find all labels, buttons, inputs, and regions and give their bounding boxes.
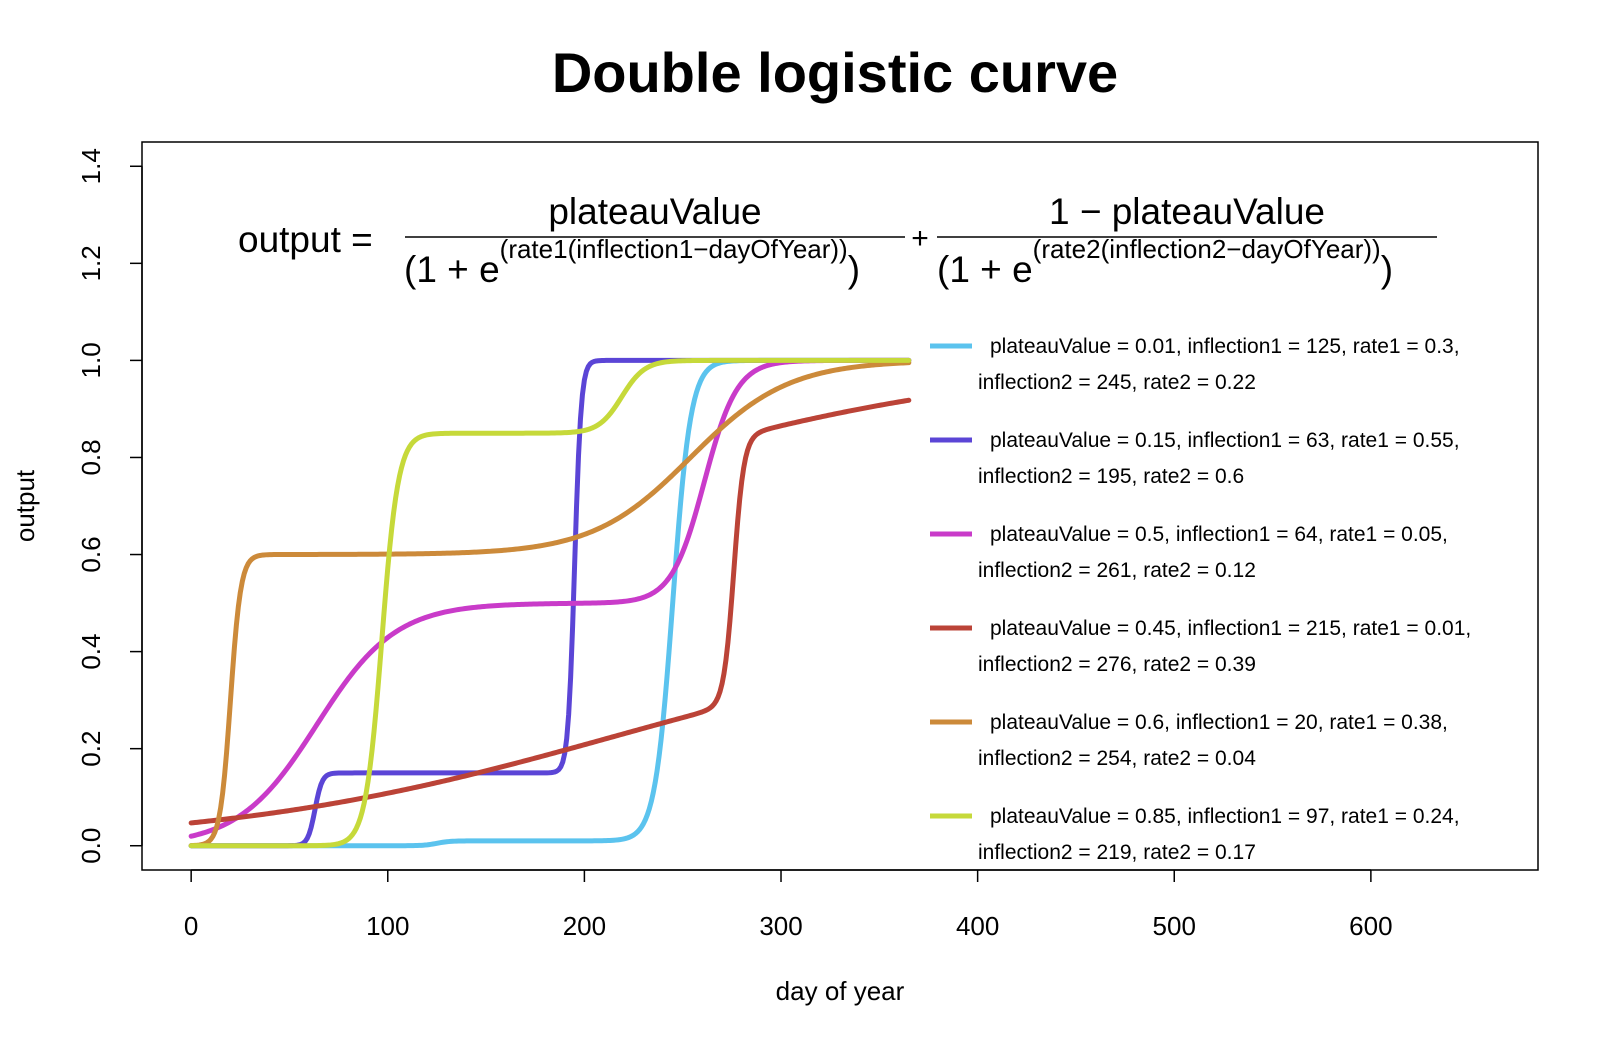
legend-item: plateauValue = 0.6, inflection1 = 20, ra… [930, 711, 1448, 770]
legend-item: plateauValue = 0.85, inflection1 = 97, r… [930, 805, 1460, 864]
y-tick-label: 0.0 [76, 828, 106, 864]
formula-numerator-2: 1 − plateauValue [1049, 191, 1325, 232]
formula-den2-exponent: (rate2(inflection2−dayOfYear)) [1033, 234, 1381, 264]
y-axis: 0.0 0.2 0.4 0.6 0.8 1.0 1.2 1.4 [76, 148, 143, 864]
legend-label-line2: inflection2 = 276, rate2 = 0.39 [978, 653, 1256, 676]
legend-label-line1: plateauValue = 0.01, inflection1 = 125, … [990, 335, 1460, 358]
x-tick-label: 200 [563, 911, 606, 941]
x-tick-label: 300 [759, 911, 802, 941]
legend: plateauValue = 0.01, inflection1 = 125, … [930, 335, 1471, 864]
series-line-6 [188, 357, 912, 849]
legend-label-line2: inflection2 = 219, rate2 = 0.17 [978, 841, 1256, 864]
formula-numerator-1: plateauValue [548, 191, 761, 232]
formula-lhs: output = [238, 219, 373, 260]
x-tick-label: 600 [1349, 911, 1392, 941]
legend-item: plateauValue = 0.5, inflection1 = 64, ra… [930, 523, 1448, 582]
formula-denominator-1: (1 + e(rate1(inflection1−dayOfYear))) [404, 234, 860, 290]
series-line-5 [188, 360, 912, 849]
y-tick-label: 0.2 [76, 731, 106, 767]
y-tick-label: 1.0 [76, 342, 106, 378]
legend-label-line2: inflection2 = 245, rate2 = 0.22 [978, 371, 1256, 394]
x-tick-label: 500 [1153, 911, 1196, 941]
legend-item: plateauValue = 0.45, inflection1 = 215, … [930, 617, 1471, 676]
formula: output = plateauValue (1 + e(rate1(infle… [238, 191, 1437, 290]
legend-label-line1: plateauValue = 0.15, inflection1 = 63, r… [990, 429, 1460, 452]
legend-item: plateauValue = 0.01, inflection1 = 125, … [930, 335, 1460, 394]
y-tick-label: 1.4 [76, 148, 106, 184]
legend-label-line1: plateauValue = 0.5, inflection1 = 64, ra… [990, 523, 1448, 546]
y-axis-label: output [10, 469, 40, 542]
series-line-4 [188, 397, 912, 826]
formula-den2-close: ) [1381, 249, 1393, 290]
y-tick-label: 0.4 [76, 634, 106, 670]
formula-denominator-2: (1 + e(rate2(inflection2−dayOfYear))) [937, 234, 1393, 290]
x-axis: 0 100 200 300 400 500 600 [184, 869, 1393, 941]
formula-den1-close: ) [848, 249, 860, 290]
legend-label-line1: plateauValue = 0.45, inflection1 = 215, … [990, 617, 1471, 640]
legend-label-line2: inflection2 = 195, rate2 = 0.6 [978, 465, 1244, 488]
formula-plus: + [911, 222, 929, 255]
y-tick-label: 1.2 [76, 245, 106, 281]
formula-den1-exponent: (rate1(inflection1−dayOfYear)) [500, 234, 848, 264]
legend-label-line2: inflection2 = 261, rate2 = 0.12 [978, 559, 1256, 582]
legend-item: plateauValue = 0.15, inflection1 = 63, r… [930, 429, 1460, 488]
y-tick-label: 0.6 [76, 536, 106, 572]
x-tick-label: 0 [184, 911, 198, 941]
y-tick-label: 0.8 [76, 439, 106, 475]
series-lines [188, 357, 912, 849]
x-tick-label: 400 [956, 911, 999, 941]
legend-label-line2: inflection2 = 254, rate2 = 0.04 [978, 747, 1256, 770]
formula-den1-prefix: (1 + e [404, 249, 500, 290]
chart-title: Double logistic curve [552, 41, 1118, 104]
x-axis-label: day of year [776, 976, 905, 1006]
legend-label-line1: plateauValue = 0.85, inflection1 = 97, r… [990, 805, 1460, 828]
legend-label-line1: plateauValue = 0.6, inflection1 = 20, ra… [990, 711, 1448, 734]
formula-den2-prefix: (1 + e [937, 249, 1033, 290]
x-tick-label: 100 [366, 911, 409, 941]
